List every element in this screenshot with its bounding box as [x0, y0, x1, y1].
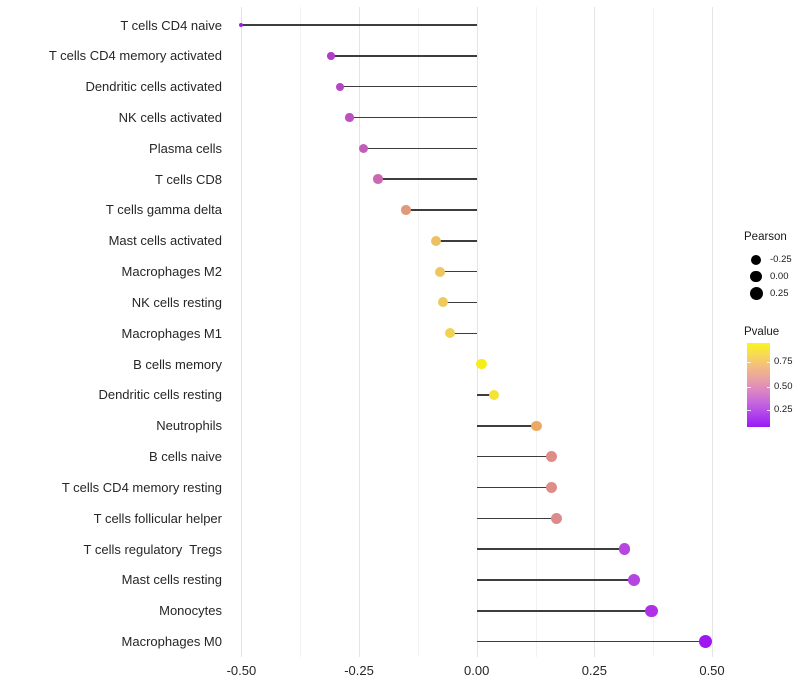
lollipop-point [618, 543, 631, 555]
gridline-major [241, 7, 243, 657]
color-legend-title: Pvalue [744, 326, 780, 338]
lollipop-stem [330, 55, 477, 57]
lollipop-stem [476, 455, 552, 458]
lollipop-stem [476, 610, 652, 612]
lollipop-stem [435, 240, 477, 242]
y-axis-label: NK cells activated [118, 109, 222, 125]
lollipop-point [546, 481, 558, 493]
lollipop-stem [476, 579, 635, 581]
color-legend-label: 0.25 [774, 404, 793, 416]
y-axis-label: T cells follicular helper [93, 510, 222, 526]
lollipop-stem [406, 209, 477, 211]
y-axis-label: T cells CD4 memory resting [61, 479, 222, 495]
lollipop-stem [476, 486, 552, 489]
lollipop-point [476, 358, 487, 370]
y-axis-label: Dendritic cells resting [98, 387, 222, 403]
lollipop-point [531, 420, 542, 432]
lollipop-point [336, 82, 345, 91]
lollipop-stem [440, 270, 477, 273]
lollipop-point [628, 573, 641, 586]
y-axis-label: Mast cells resting [121, 572, 222, 588]
y-axis-label: T cells regulatory Tregs [83, 541, 222, 557]
x-axis-tick-label: 0.00 [464, 663, 490, 678]
lollipop-stem [476, 425, 537, 427]
lollipop-stem [476, 394, 495, 396]
x-axis-tick-label: 0.50 [699, 663, 725, 678]
gridline-minor [300, 7, 302, 657]
y-axis-label: NK cells resting [131, 294, 222, 310]
lollipop-point [239, 23, 244, 27]
gridline-major [594, 7, 596, 657]
y-axis-label: T cells CD4 naive [120, 17, 222, 33]
gridline-major [712, 7, 713, 657]
lollipop-point [438, 297, 449, 308]
color-legend-label: 0.50 [774, 380, 793, 392]
color-legend-tick [747, 410, 751, 412]
x-axis-tick-label: -0.25 [344, 663, 374, 678]
size-legend-label: 0.00 [770, 270, 789, 282]
size-legend-dot [749, 287, 763, 300]
y-axis-label: Macrophages M0 [121, 634, 222, 650]
y-axis-label: Monocytes [159, 603, 222, 619]
lollipop-point [698, 634, 713, 649]
y-axis-label: Plasma cells [149, 140, 222, 156]
lollipop-point [550, 512, 563, 525]
color-legend-gradient-bar [747, 343, 770, 427]
lollipop-stem [340, 85, 477, 88]
y-axis-label: Macrophages M1 [121, 325, 222, 341]
lollipop-stem [476, 548, 625, 550]
lollipop-point [401, 205, 411, 215]
lollipop-point [546, 451, 558, 463]
color-legend-tick [747, 386, 751, 388]
lollipop-stem [349, 116, 477, 119]
lollipop-stem [377, 178, 477, 180]
lollipop-point [488, 389, 500, 401]
y-axis-label: Dendritic cells activated [85, 79, 222, 95]
gridline-major [359, 7, 361, 657]
lollipop-point [645, 604, 658, 618]
lollipop-point [444, 328, 455, 339]
color-legend-tick [766, 362, 770, 364]
size-legend-title: Pearson [744, 231, 787, 243]
gridline-minor [653, 7, 655, 657]
y-axis-label: T cells CD4 memory activated [48, 48, 222, 64]
lollipop-point [327, 52, 335, 60]
y-axis-label: Mast cells activated [108, 233, 222, 249]
y-axis-label: B cells memory [133, 356, 222, 372]
color-legend-tick [766, 410, 770, 412]
y-axis-label: Macrophages M2 [121, 264, 222, 280]
lollipop-stem [476, 640, 706, 643]
y-axis-label: T cells gamma delta [105, 202, 222, 218]
color-legend-label: 0.75 [774, 356, 793, 368]
gridline-major [476, 7, 478, 657]
color-legend-tick [766, 386, 770, 388]
size-legend-label: 0.25 [770, 287, 789, 299]
lollipop-stem [476, 517, 557, 520]
gridline-minor [535, 7, 537, 657]
y-axis-label: T cells CD8 [155, 171, 222, 187]
x-axis-tick-label: -0.50 [226, 663, 257, 678]
gridline-minor [417, 7, 419, 657]
lollipop-point [430, 235, 441, 246]
lollipop-stem [363, 147, 477, 150]
lollipop-stem [443, 301, 477, 304]
lollipop-point [359, 143, 369, 153]
y-axis-label: Neutrophils [156, 418, 222, 434]
lollipop-point [373, 174, 383, 184]
y-axis-label: B cells naive [149, 449, 222, 465]
lollipop-point [435, 266, 446, 277]
lollipop-point [345, 113, 354, 122]
size-legend-dot [751, 254, 761, 265]
size-legend-label: -0.25 [770, 253, 792, 265]
lollipop-stem [241, 24, 477, 26]
size-legend-dot [750, 270, 762, 283]
color-legend-tick [747, 362, 751, 364]
x-axis-tick-label: 0.25 [581, 663, 607, 678]
lollipop-stem [449, 332, 477, 335]
